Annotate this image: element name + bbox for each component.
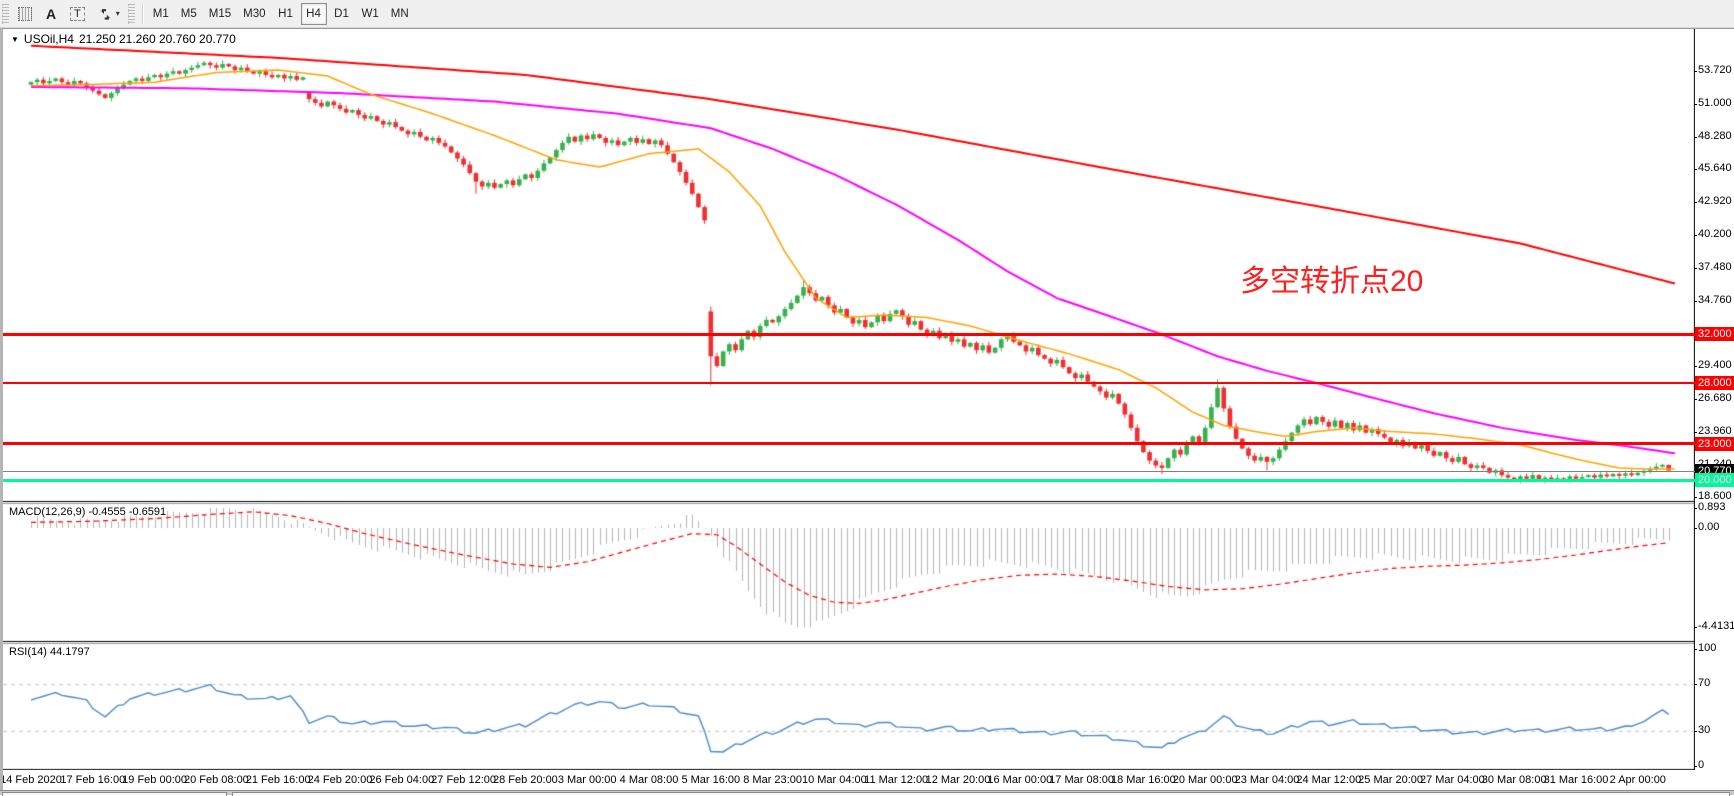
- date-label: 27 Feb 12:00: [431, 774, 497, 786]
- rsi-tick-70: 70: [1693, 677, 1711, 690]
- chart-templates-button[interactable]: [13, 3, 37, 25]
- horizontal-line-23.000[interactable]: [3, 442, 1695, 446]
- price-tick-53.720: 53.720: [1694, 64, 1732, 76]
- timeframe-button-d1[interactable]: D1: [334, 7, 349, 20]
- timeframe-button-mn[interactable]: MN: [390, 7, 409, 20]
- macd-indicator-label: MACD(12,26,9) -0.4555 -0.6591: [9, 506, 167, 518]
- date-label: 2 Apr 00:00: [1609, 774, 1666, 786]
- price-line-label-20.000: 20.000: [1695, 473, 1734, 488]
- date-label: 11 Mar 12:00: [864, 774, 929, 786]
- chart-title: ▼ USOil,H4 21.250 21.260 20.760 20.770: [11, 32, 236, 46]
- price-tick-29.400: 29.400: [1694, 359, 1732, 371]
- rsi-tick-0: 0: [1693, 759, 1705, 771]
- price-tick-23.960: 23.960: [1694, 424, 1732, 437]
- date-label: 3 Mar 00:00: [557, 774, 617, 786]
- arrange-symbols-button[interactable]: ▾: [92, 3, 125, 25]
- top-toolbar: A T ▾ M1 M5 M15 M30 H1 H4 D1 W1 MN: [0, 0, 1734, 28]
- symbol-name: USOil,H4: [23, 32, 74, 46]
- price-tick-34.760: 34.760: [1694, 293, 1732, 306]
- macd-tick-0.00: 0.00: [1693, 521, 1720, 533]
- date-label: 10 Mar 04:00: [801, 774, 867, 786]
- price-line-label-23.000: 23.000: [1695, 436, 1734, 451]
- date-label: 31 Mar 16:00: [1543, 774, 1609, 786]
- date-label: 8 Mar 23:00: [743, 774, 802, 786]
- price-tick-51.000: 51.000: [1694, 96, 1732, 109]
- date-label: 23 Mar 04:00: [1234, 774, 1300, 786]
- date-label: 25 Mar 20:00: [1358, 774, 1423, 786]
- date-label: 24 Feb 20:00: [307, 774, 373, 786]
- price-line-label-28.000: 28.000: [1695, 375, 1734, 390]
- macd-tick--4.4131: -4.4131: [1693, 620, 1734, 633]
- horizontal-line-20.000[interactable]: [3, 478, 1695, 482]
- text-a-icon: A: [45, 5, 57, 22]
- date-label: 20 Mar 00:00: [1172, 774, 1238, 786]
- date-label: 18 Mar 16:00: [1110, 774, 1176, 786]
- rsi-tick-100: 100: [1693, 642, 1717, 654]
- timeframe-button-w1[interactable]: W1: [361, 7, 379, 20]
- chart-canvas: [3, 29, 1695, 791]
- horizontal-line-28.000[interactable]: [3, 381, 1695, 384]
- current-price-line: [3, 470, 1695, 472]
- date-label: 24 Mar 12:00: [1296, 774, 1362, 786]
- rsi-tick-30: 30: [1693, 723, 1711, 736]
- timeframe-button-m30[interactable]: M30: [243, 7, 266, 20]
- dotted-grid-icon: [18, 6, 32, 21]
- arrows-icon: [99, 8, 111, 20]
- timeframe-button-m15[interactable]: M15: [208, 7, 232, 20]
- insert-text-button[interactable]: A: [39, 3, 63, 25]
- date-label: 5 Mar 16:00: [681, 774, 741, 786]
- price-tick-26.680: 26.680: [1694, 391, 1732, 404]
- timeframe-button-h1[interactable]: H1: [278, 7, 293, 20]
- chart-tab-area[interactable]: [232, 792, 1730, 796]
- symbol-dropdown-icon[interactable]: ▼: [11, 34, 19, 44]
- date-label: 21 Feb 16:00: [245, 774, 311, 786]
- chart-text-annotation[interactable]: 多空转折点20: [1240, 265, 1424, 298]
- date-label: 26 Feb 04:00: [369, 774, 435, 786]
- price-line-label-32.000: 32.000: [1695, 327, 1734, 342]
- horizontal-line-32.000[interactable]: [3, 332, 1695, 336]
- price-axis: 53.720 51.000 48.280 45.640 42.920 40.200 37.4…: [1693, 29, 1734, 771]
- date-label: 16 Mar 00:00: [987, 774, 1053, 786]
- timeframe-button-m5[interactable]: M5: [180, 7, 197, 20]
- date-axis: 14 Feb 2020 17 Feb 16:00 19 Feb 00:00 20 Fe…: [3, 770, 1695, 791]
- price-tick-42.920: 42.920: [1694, 195, 1732, 207]
- toolbar-separator: [141, 3, 143, 24]
- chart-tabs-strip[interactable]: [0, 790, 1734, 796]
- date-label: 30 Mar 08:00: [1481, 774, 1547, 786]
- insert-text-label-button[interactable]: T: [65, 3, 90, 25]
- chevron-down-icon: ▾: [115, 9, 120, 18]
- date-label: 28 Feb 20:00: [492, 774, 558, 786]
- date-label: 4 Mar 08:00: [619, 774, 679, 786]
- chart-window: ▼ USOil,H4 21.250 21.260 20.760 20.770 多…: [0, 28, 1734, 791]
- date-label: 19 Feb 00:00: [122, 774, 188, 786]
- date-label: 12 Mar 20:00: [925, 774, 991, 786]
- rsi-indicator-label: RSI(14) 44.1797: [9, 646, 90, 658]
- price-tick-48.280: 48.280: [1694, 129, 1732, 142]
- price-tick-40.200: 40.200: [1694, 227, 1732, 240]
- date-label: 17 Mar 08:00: [1049, 774, 1114, 786]
- text-t-icon: T: [70, 6, 85, 21]
- chart-tab[interactable]: [2, 792, 227, 796]
- toolbar-grip-2[interactable]: [127, 3, 135, 24]
- date-label: 20 Feb 08:00: [183, 774, 249, 786]
- date-label: 27 Mar 04:00: [1419, 774, 1485, 786]
- price-tick-18.600: 18.600: [1694, 490, 1732, 502]
- timeframe-button-h4[interactable]: H4: [300, 2, 327, 25]
- timeframe-group: M1 M5 M15 M30 H1 H4 D1 W1 MN: [147, 2, 415, 25]
- price-tick-37.480: 37.480: [1694, 260, 1732, 273]
- toolbar-grip[interactable]: [2, 3, 9, 24]
- date-label: 17 Feb 16:00: [60, 774, 126, 786]
- timeframe-button-m1[interactable]: M1: [152, 7, 169, 20]
- ohlc-values: 21.250 21.260 20.760 20.770: [78, 32, 236, 46]
- date-label: 14 Feb 2020: [3, 774, 62, 786]
- macd-tick-0.893: 0.893: [1694, 500, 1726, 513]
- price-tick-45.640: 45.640: [1694, 162, 1732, 174]
